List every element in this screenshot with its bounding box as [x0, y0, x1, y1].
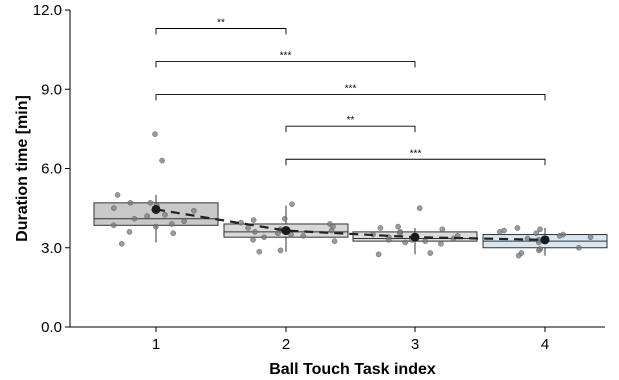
- mean-marker: [151, 204, 161, 214]
- data-point: [385, 237, 392, 243]
- significance-bracket: [285, 158, 546, 166]
- significance-bracket: [155, 94, 546, 101]
- data-point: [118, 240, 125, 247]
- data-point: [328, 227, 335, 234]
- mean-marker: [410, 232, 420, 242]
- data-point: [261, 234, 267, 240]
- data-point: [289, 201, 295, 207]
- y-axis-title: Duration time [min]: [14, 95, 31, 242]
- data-point: [250, 237, 256, 243]
- data-point: [439, 226, 446, 233]
- significance-label: **: [217, 17, 225, 28]
- data-point: [131, 215, 138, 222]
- data-point: [114, 192, 121, 198]
- x-tick-label: 1: [152, 336, 160, 353]
- data-point: [250, 217, 257, 223]
- data-point: [162, 211, 168, 218]
- data-point: [402, 239, 408, 246]
- data-point: [245, 225, 251, 231]
- mean-marker: [281, 226, 291, 236]
- data-point: [514, 225, 521, 231]
- significance-label: ***: [410, 148, 422, 159]
- data-point: [153, 223, 159, 230]
- data-point: [288, 231, 294, 238]
- data-point: [281, 215, 288, 222]
- x-tick-label: 4: [541, 336, 549, 353]
- data-point: [515, 252, 522, 259]
- y-tick-label: 12.0: [33, 2, 62, 19]
- data-point: [170, 230, 176, 237]
- significance-bracket: [155, 61, 416, 68]
- data-point: [147, 200, 154, 206]
- data-point: [191, 207, 197, 214]
- data-point: [331, 238, 338, 244]
- x-axis-title: Ball Touch Task index: [269, 361, 436, 378]
- data-point: [256, 248, 263, 255]
- data-point: [427, 250, 434, 256]
- data-point: [238, 219, 244, 226]
- y-tick-label: 0.0: [41, 319, 62, 336]
- mean-marker: [540, 235, 550, 245]
- data-point: [397, 230, 403, 237]
- data-point: [438, 240, 444, 247]
- data-point: [377, 225, 384, 231]
- data-point: [168, 221, 175, 227]
- data-point: [536, 247, 542, 254]
- data-point: [375, 251, 382, 258]
- data-point: [496, 229, 503, 235]
- plot-area: 0.03.06.09.012.01 2 3 4*************: [33, 2, 608, 353]
- significance-bracket: [285, 125, 416, 133]
- significance-label: ***: [345, 84, 357, 95]
- data-point: [275, 230, 281, 237]
- data-point: [127, 200, 134, 206]
- y-tick-label: 9.0: [41, 81, 62, 98]
- significance-label: **: [347, 115, 355, 126]
- significance-bracket: [155, 28, 287, 35]
- data-point: [556, 233, 563, 239]
- mean-trend-line: [155, 208, 546, 241]
- y-tick-label: 3.0: [41, 240, 62, 257]
- data-point: [587, 234, 594, 240]
- data-point: [533, 230, 540, 237]
- data-point: [152, 131, 158, 137]
- data-point: [422, 238, 429, 244]
- data-point: [576, 244, 582, 251]
- y-tick-label: 6.0: [41, 161, 62, 178]
- data-point: [111, 205, 117, 211]
- significance-label: ***: [280, 51, 292, 62]
- data-point: [159, 157, 165, 164]
- data-point: [144, 213, 150, 219]
- data-point: [300, 233, 306, 239]
- data-point: [537, 226, 543, 233]
- data-point: [395, 223, 401, 230]
- data-point: [416, 205, 423, 211]
- data-point: [126, 229, 133, 235]
- data-point: [110, 222, 117, 229]
- x-tick-label: 3: [411, 336, 419, 353]
- data-point: [181, 218, 187, 225]
- data-point: [252, 229, 258, 235]
- x-tick-label: 2: [282, 336, 290, 353]
- data-point: [277, 247, 284, 254]
